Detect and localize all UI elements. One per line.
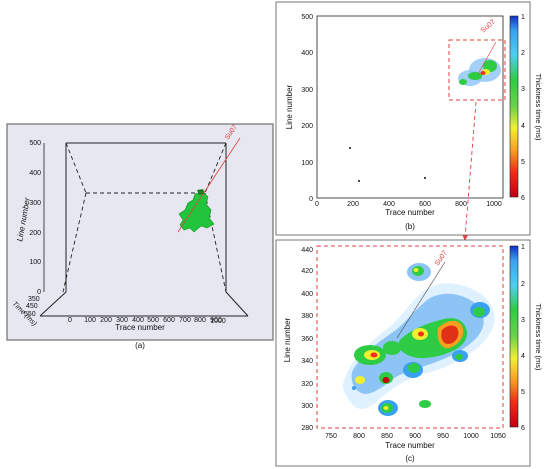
colorbar-tick-label: 6 (521, 425, 525, 432)
x-tick-label: 100 (84, 317, 96, 324)
x-tick-label: 750 (325, 433, 337, 440)
x-tick-label: 200 (347, 201, 359, 208)
panel-b-x-axis: 0 200 400 600 800 1000 Trace number (315, 201, 502, 217)
panel-c: 440 420 400 380 360 340 320 300 280 Line… (275, 239, 543, 467)
panel-a-x-axis: 0 100 200 300 400 500 600 700 800 900 10… (68, 317, 226, 332)
data-point (358, 180, 360, 182)
panel-a-background (6, 123, 274, 341)
y-tick-label: 300 (301, 87, 313, 94)
panel-caption: (c) (405, 454, 415, 463)
y-tick-label: 400 (301, 50, 313, 57)
x-tick-label: 600 (163, 317, 175, 324)
colorbar-tick-label: 3 (521, 86, 525, 93)
y-tick-label: 400 (301, 291, 313, 298)
x-tick-label: 1000 (210, 318, 226, 325)
colorbar-tick-label: 3 (521, 317, 525, 324)
y-tick-label: 200 (301, 123, 313, 130)
y-tick-label: 380 (301, 313, 313, 320)
data-point (424, 177, 426, 179)
colorbar-ticks: 1 2 3 4 5 6 (521, 244, 525, 432)
y-tick-label: 0 (309, 196, 313, 203)
x-tick-label: 700 (179, 317, 191, 324)
y-tick-label: 420 (301, 268, 313, 275)
y-tick-label: 440 (301, 247, 313, 254)
zoom-region-box (448, 39, 506, 101)
colorbar-tick-label: 1 (521, 14, 525, 21)
x-tick-label: 600 (419, 201, 431, 208)
y-tick-label: 100 (29, 259, 41, 266)
y-axis-title: Line number (285, 84, 294, 129)
panel-b-plot-area (316, 15, 504, 199)
colorbar-title: Thickness time (ms) (534, 73, 543, 141)
x-axis-title: Trace number (385, 208, 435, 217)
y-tick-label: 200 (29, 230, 41, 237)
x-tick-label: 1000 (486, 201, 502, 208)
time-tick-label: 450 (26, 303, 38, 310)
colorbar-tick-label: 6 (521, 195, 525, 202)
x-tick-label: 400 (383, 201, 395, 208)
x-tick-label: 300 (116, 317, 128, 324)
y-tick-label: 500 (29, 140, 41, 147)
colorbar-tick-label: 4 (521, 123, 525, 130)
x-tick-label: 200 (100, 317, 112, 324)
colorbar-tick-label: 2 (521, 50, 525, 57)
x-tick-label: 800 (353, 433, 365, 440)
x-axis-title: Trace number (115, 323, 165, 332)
y-tick-label: 280 (301, 425, 313, 432)
thickness-map-zoomed (343, 263, 495, 416)
time-tick-label: 350 (28, 296, 40, 303)
x-tick-label: 900 (409, 433, 421, 440)
panel-caption: (b) (405, 222, 415, 231)
x-tick-label: 500 (147, 317, 159, 324)
y-tick-label: 300 (29, 200, 41, 207)
panel-b: 500 400 300 200 100 0 Line number 0 200 … (275, 1, 543, 236)
y-tick-label: 340 (301, 358, 313, 365)
x-tick-label: 950 (437, 433, 449, 440)
panel-caption: (a) (135, 341, 145, 350)
colorbar-tick-label: 5 (521, 389, 525, 396)
y-axis-title: Line number (283, 317, 292, 362)
thickness-map-small (458, 58, 501, 86)
y-tick-label: 100 (301, 160, 313, 167)
well-trajectory (477, 41, 497, 75)
zoom-connector-arrow (462, 101, 477, 241)
colorbar-tick-label: 5 (521, 159, 525, 166)
colorbar-title: Thickness time (ms) (534, 303, 543, 371)
x-tick-label: 1000 (463, 433, 479, 440)
colorbar (509, 15, 519, 198)
y-tick-label: 400 (29, 170, 41, 177)
y-tick-label: 0 (37, 289, 41, 296)
x-tick-label: 900 (210, 317, 222, 324)
x-tick-label: 0 (315, 201, 319, 208)
colorbar-tick-label: 4 (521, 353, 525, 360)
x-tick-label: 1050 (490, 433, 506, 440)
panel-b-y-axis: 500 400 300 200 100 0 Line number (285, 14, 313, 203)
x-tick-label: 400 (132, 317, 144, 324)
panel-a: 500 400 300 200 100 0 Line number 0 100 … (6, 123, 274, 350)
time-tick-label: 550 (24, 311, 36, 318)
colorbar (509, 245, 519, 428)
box-frame (39, 142, 249, 317)
well-trajectory (177, 137, 241, 233)
x-tick-label: 850 (381, 433, 393, 440)
colorbar-ticks: 1 2 3 4 5 6 (521, 14, 525, 202)
x-axis-title: Trace number (385, 441, 435, 450)
y-tick-label: 300 (301, 403, 313, 410)
x-tick-label: 800 (194, 317, 206, 324)
data-point (349, 147, 351, 149)
panel-c-x-axis: 750 800 850 900 950 1000 1050 Trace numb… (325, 433, 506, 450)
x-tick-label: 800 (455, 201, 467, 208)
y-tick-label: 320 (301, 381, 313, 388)
panel-c-y-axis: 440 420 400 380 360 340 320 300 280 Line… (283, 247, 313, 432)
y-tick-label: 360 (301, 336, 313, 343)
y-tick-label: 500 (301, 14, 313, 21)
x-tick-label: 0 (68, 317, 72, 324)
colorbar-tick-label: 1 (521, 244, 525, 251)
well-trajectory (396, 261, 446, 339)
colorbar-tick-label: 2 (521, 281, 525, 288)
